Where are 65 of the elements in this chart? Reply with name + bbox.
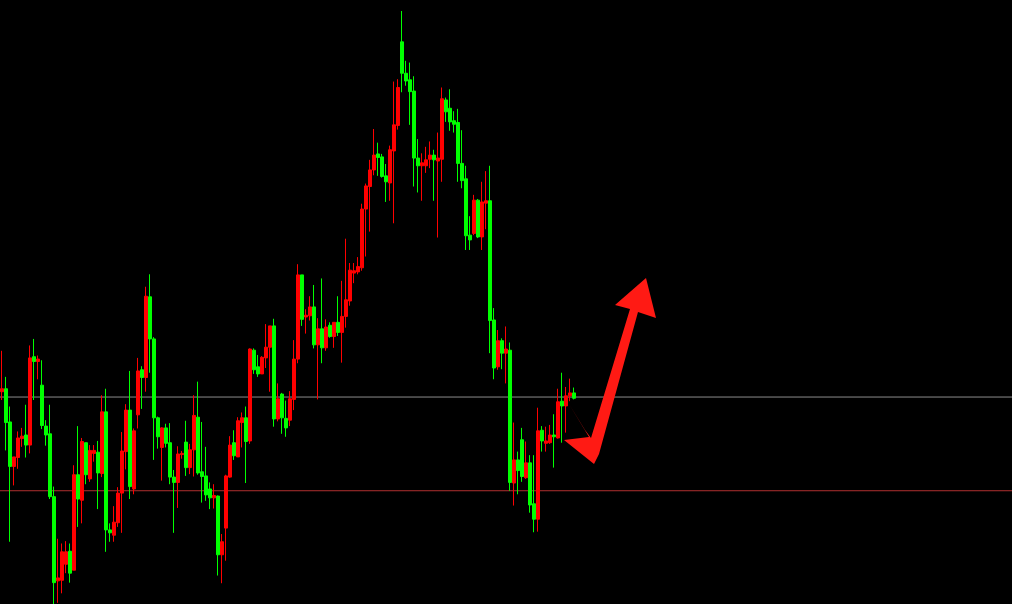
- candlestick: [24, 404, 28, 459]
- candlestick: [176, 445, 180, 509]
- candlestick: [128, 370, 132, 500]
- candlestick: [244, 406, 248, 484]
- candlestick: [556, 388, 560, 440]
- candlestick: [280, 392, 284, 435]
- candlestick: [500, 337, 504, 370]
- candlestick: [212, 483, 216, 510]
- candlestick: [276, 382, 280, 422]
- candlestick: [336, 295, 340, 337]
- candlestick: [316, 317, 320, 400]
- candlestick: [268, 325, 272, 393]
- candlestick: [508, 341, 512, 492]
- candlestick: [160, 426, 164, 482]
- candlestick: [572, 387, 576, 400]
- candlestick: [324, 318, 328, 352]
- candlestick: [136, 357, 140, 429]
- candlestick: [104, 388, 108, 553]
- candlestick: [560, 372, 564, 444]
- candlestick: [320, 277, 324, 364]
- candlestick: [536, 407, 540, 533]
- candlestick: [544, 426, 548, 453]
- candlestick: [68, 543, 72, 584]
- candlestick: [428, 140, 432, 169]
- candlestick: [88, 444, 92, 483]
- candlestick: [76, 425, 80, 528]
- candlestick: [84, 442, 88, 485]
- candlestick: [0, 350, 4, 401]
- candlestick: [448, 88, 452, 132]
- candlestick: [524, 441, 528, 480]
- candlestick: [512, 422, 516, 507]
- candlestick: [80, 437, 84, 524]
- candlestick: [552, 413, 556, 469]
- candlestick: [392, 81, 396, 224]
- candlestick: [472, 194, 476, 236]
- candlestick: [232, 429, 236, 461]
- candlestick: [432, 149, 436, 202]
- candlestick: [252, 347, 256, 375]
- candlestick: [532, 454, 536, 533]
- candlestick: [184, 420, 188, 477]
- candlestick: [332, 321, 336, 349]
- candlestick: [540, 425, 544, 453]
- candlestick: [236, 416, 240, 458]
- candlestick: [496, 329, 500, 371]
- candlestick: [56, 538, 60, 604]
- candlestick: [100, 394, 104, 478]
- candlestick: [140, 365, 144, 410]
- candlestick: [400, 10, 404, 93]
- candlestick: [300, 274, 304, 327]
- candlestick: [476, 198, 480, 239]
- candlestick: [144, 286, 148, 393]
- candlestick: [32, 338, 36, 401]
- candlestick: [328, 321, 332, 339]
- candlestick: [72, 464, 76, 571]
- candlestick: [132, 427, 136, 495]
- candlestick: [216, 494, 220, 577]
- candlestick: [192, 394, 196, 478]
- candlestick: [312, 284, 316, 349]
- candlestick: [36, 355, 40, 380]
- candlestick: [376, 142, 380, 177]
- candlestick: [28, 344, 32, 454]
- candlestick: [96, 440, 100, 510]
- candlestick: [504, 325, 508, 384]
- candlestick: [248, 347, 252, 445]
- candlestick: [272, 318, 276, 428]
